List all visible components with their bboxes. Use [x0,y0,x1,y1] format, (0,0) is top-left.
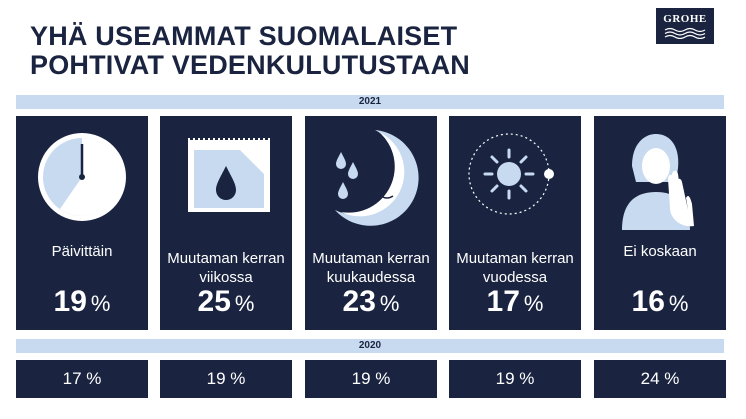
clock-icon [38,133,126,221]
percent-unit: % [668,291,689,316]
title-line-1: YHÄ USEAMMAT SUOMALAISET [30,21,458,51]
moon-drops-icon [335,130,419,226]
logo-text: GROHE [663,13,707,25]
card-percent: 16% [594,284,726,322]
year-bar-2021: 2021 [16,95,724,109]
percent-value: 16 [631,285,665,318]
percent-value: 23 [342,285,376,318]
percent-unit: % [90,291,111,316]
card-percent: 17% [449,284,581,322]
card-daily: Päivittäin 19% [16,116,148,330]
year-bar-2020: 2020 [16,339,724,353]
percent-unit: % [379,291,400,316]
value-2020-never: 24 % [594,360,726,398]
card-percent: 25% [160,284,292,322]
percent-unit: % [234,291,255,316]
page-title: YHÄ USEAMMAT SUOMALAISET POHTIVAT VEDENK… [30,22,470,80]
card-yearly: Muutaman kerran vuodessa 17% [449,116,581,330]
card-percent: 19% [16,284,148,322]
percent-unit: % [523,291,544,316]
percent-value: 17 [486,285,520,318]
value-2020-weekly: 19 % [160,360,292,398]
card-label: Päivittäin [51,242,113,260]
card-percent: 23% [305,284,437,322]
percent-value: 19 [53,285,87,318]
waves-icon [664,27,706,39]
card-label: Muutaman kerran vuodessa [456,250,574,286]
sun-orbit-icon [468,133,554,215]
card-label: Muutaman kerran kuukaudessa [312,250,430,286]
title-line-2: POHTIVAT VEDENKULUTUSTAAN [30,50,470,80]
grohe-logo: GROHE [656,8,714,44]
calendar-drop-icon [188,138,270,212]
person-stop-hand-icon [622,134,694,230]
card-weekly: Muutaman kerran viikossa 25% [160,116,292,330]
card-never: Ei koskaan 16% [594,116,726,330]
card-monthly: Muutaman kerran kuukaudessa 23% [305,116,437,330]
card-label: Ei koskaan [623,242,697,260]
percent-value: 25 [197,285,231,318]
value-2020-daily: 17 % [16,360,148,398]
value-2020-yearly: 19 % [449,360,581,398]
card-label: Muutaman kerran viikossa [167,250,285,286]
value-2020-monthly: 19 % [305,360,437,398]
